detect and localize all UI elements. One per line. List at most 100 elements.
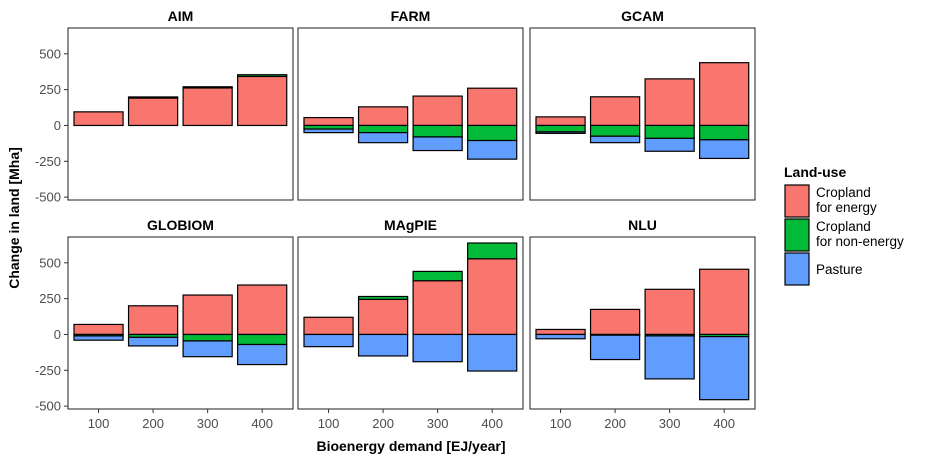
legend-swatch (784, 218, 810, 252)
panel-border (67, 27, 294, 201)
panel-border (67, 236, 294, 410)
bar-segment-nonenergy (467, 242, 518, 260)
legend-item-pasture: Pasture (784, 252, 863, 286)
bar-segment-nonenergy (535, 124, 586, 133)
panel-title: GLOBIOM (147, 217, 214, 233)
legend-label: Cropland (816, 185, 871, 200)
y-axis-label: Change in land [Mha] (6, 147, 22, 289)
legend-title: Land-use (784, 164, 846, 180)
bar-segment-nonenergy (467, 124, 518, 142)
x-tick-label: 200 (142, 416, 164, 431)
x-tick-label: 100 (88, 416, 110, 431)
panel-gcam: GCAM (529, 8, 756, 201)
bar-segment-energy (644, 78, 695, 127)
bar-segment-pasture (412, 333, 463, 363)
panel-title: AIM (168, 8, 194, 24)
panel-border (529, 27, 756, 201)
bar-segment-pasture (237, 343, 288, 366)
y-tick-label: 500 (39, 255, 61, 270)
y-tick-label: 0 (54, 327, 61, 342)
x-tick-label: 400 (713, 416, 735, 431)
bar-segment-energy (73, 111, 124, 127)
bar-segment-pasture (535, 333, 586, 340)
bar-segment-pasture (644, 335, 695, 380)
bar-segment-energy (535, 328, 586, 336)
bar-segment-pasture (303, 333, 354, 348)
bar-segment-pasture (303, 128, 354, 134)
bar-segment-energy (182, 294, 233, 336)
y-tick-label: -500 (35, 399, 61, 414)
y-tick-label: -500 (35, 190, 61, 205)
x-tick-label: 400 (481, 416, 503, 431)
bar-segment-nonenergy (237, 333, 288, 346)
bar-segment-energy (589, 308, 641, 336)
y-tick-label: 0 (54, 118, 61, 133)
bar-segment-energy (589, 96, 641, 127)
panel-title: GCAM (621, 8, 664, 24)
panel-aim: AIM -500 -250 0 250 500 (35, 8, 294, 205)
legend-label: for energy (816, 200, 877, 215)
y-tick-label: -250 (35, 363, 61, 378)
y-tick-label: 250 (39, 291, 61, 306)
y-tick-label: -250 (35, 154, 61, 169)
x-tick-label: 300 (197, 416, 219, 431)
bar-segment-nonenergy (357, 295, 409, 300)
panels-layer: AIM -500 -250 0 250 500 FARM GCAM GLOBIOM 100 200 3… (35, 8, 756, 431)
x-tick-label: 100 (318, 416, 340, 431)
bar-segment-energy (237, 284, 288, 336)
bar-segment-nonenergy (127, 96, 179, 99)
bar-segment-nonenergy (589, 124, 641, 137)
bar-segment-pasture (589, 135, 641, 144)
panel-title: FARM (391, 8, 431, 24)
bar-segment-pasture (535, 131, 586, 134)
legend-label: Cropland (816, 219, 871, 234)
x-tick-label: 300 (427, 416, 449, 431)
bar-segment-pasture (127, 336, 179, 347)
bar-segment-nonenergy (644, 124, 695, 139)
bar-segment-energy (357, 106, 409, 127)
legend-label: for non-energy (816, 234, 904, 249)
bar-segment-pasture (357, 333, 409, 357)
bar-segment-energy (303, 116, 354, 127)
bar-segment-energy (73, 323, 124, 336)
bar-segment-pasture (644, 137, 695, 152)
bar-segment-energy (127, 96, 179, 127)
bar-segment-pasture (589, 334, 641, 361)
panel-nlu: NLU 100 200 300 400 (529, 217, 756, 431)
bar-segment-nonenergy (699, 124, 750, 141)
x-tick-label: 200 (604, 416, 626, 431)
panel-magpie: MAgPIE 100 200 300 400 (297, 217, 524, 431)
bar-segment-energy (467, 258, 518, 336)
bar-segment-nonenergy (237, 74, 288, 78)
panel-border (297, 27, 524, 201)
bar-segment-pasture (699, 139, 750, 160)
bar-segment-nonenergy (412, 124, 463, 138)
bar-segment-pasture (467, 333, 518, 372)
legend-item-energy: Cropland for energy (784, 184, 877, 218)
panel-border (529, 236, 756, 410)
bar-segment-energy (644, 288, 695, 336)
panel-farm: FARM (297, 8, 524, 201)
y-tick-label: 250 (39, 82, 61, 97)
bar-segment-nonenergy (182, 86, 233, 89)
bar-segment-nonenergy (357, 124, 409, 134)
panel-border (297, 236, 524, 410)
bar-segment-energy (303, 316, 354, 336)
x-tick-label: 300 (659, 416, 681, 431)
bar-segment-energy (535, 116, 586, 127)
bar-segment-energy (412, 280, 463, 336)
panel-title: MAgPIE (384, 217, 437, 233)
bar-segment-pasture (73, 335, 124, 341)
bar-segment-energy (699, 268, 750, 336)
bar-segment-pasture (467, 139, 518, 160)
bar-segment-pasture (182, 340, 233, 358)
bar-segment-pasture (699, 336, 750, 401)
x-tick-label: 400 (251, 416, 273, 431)
bar-segment-nonenergy (182, 333, 233, 342)
legend-swatch (784, 252, 810, 286)
bar-segment-energy (237, 75, 288, 127)
x-axis-label: Bioenergy demand [EJ/year] (316, 438, 505, 454)
